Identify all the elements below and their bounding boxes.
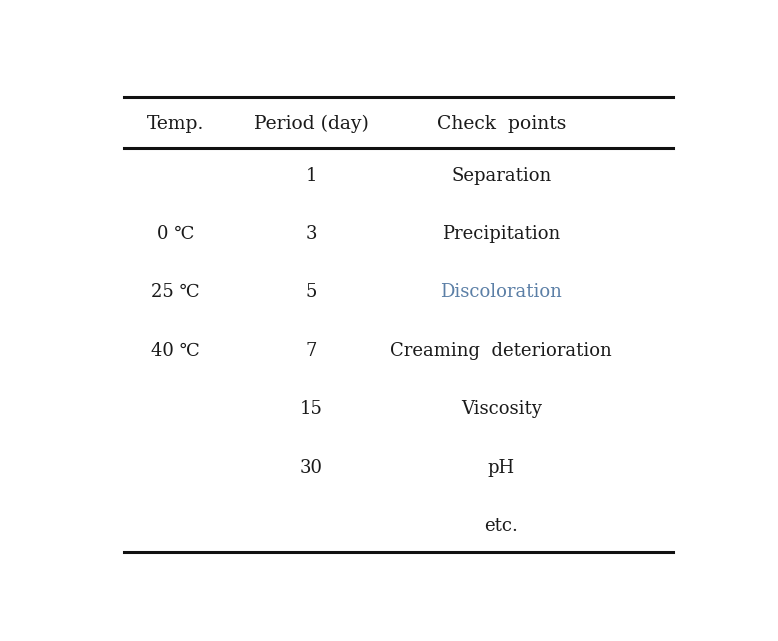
Text: Precipitation: Precipitation (442, 225, 560, 243)
Text: Viscosity: Viscosity (461, 400, 541, 419)
Text: Discoloration: Discoloration (440, 283, 562, 301)
Text: Period (day): Period (day) (254, 115, 369, 133)
Text: Check  points: Check points (436, 115, 566, 133)
Text: 15: 15 (300, 400, 323, 419)
Text: Temp.: Temp. (147, 115, 205, 133)
Text: 5: 5 (306, 283, 317, 301)
Text: Separation: Separation (451, 167, 552, 185)
Text: 25 ℃: 25 ℃ (151, 283, 200, 301)
Text: 3: 3 (306, 225, 317, 243)
Text: 30: 30 (300, 459, 323, 477)
Text: pH: pH (488, 459, 515, 477)
Text: Creaming  deterioration: Creaming deterioration (391, 342, 612, 360)
Text: 40 ℃: 40 ℃ (151, 342, 200, 360)
Text: etc.: etc. (484, 517, 518, 535)
Text: 0 ℃: 0 ℃ (157, 225, 194, 243)
Text: 7: 7 (306, 342, 317, 360)
Text: 1: 1 (306, 167, 317, 185)
